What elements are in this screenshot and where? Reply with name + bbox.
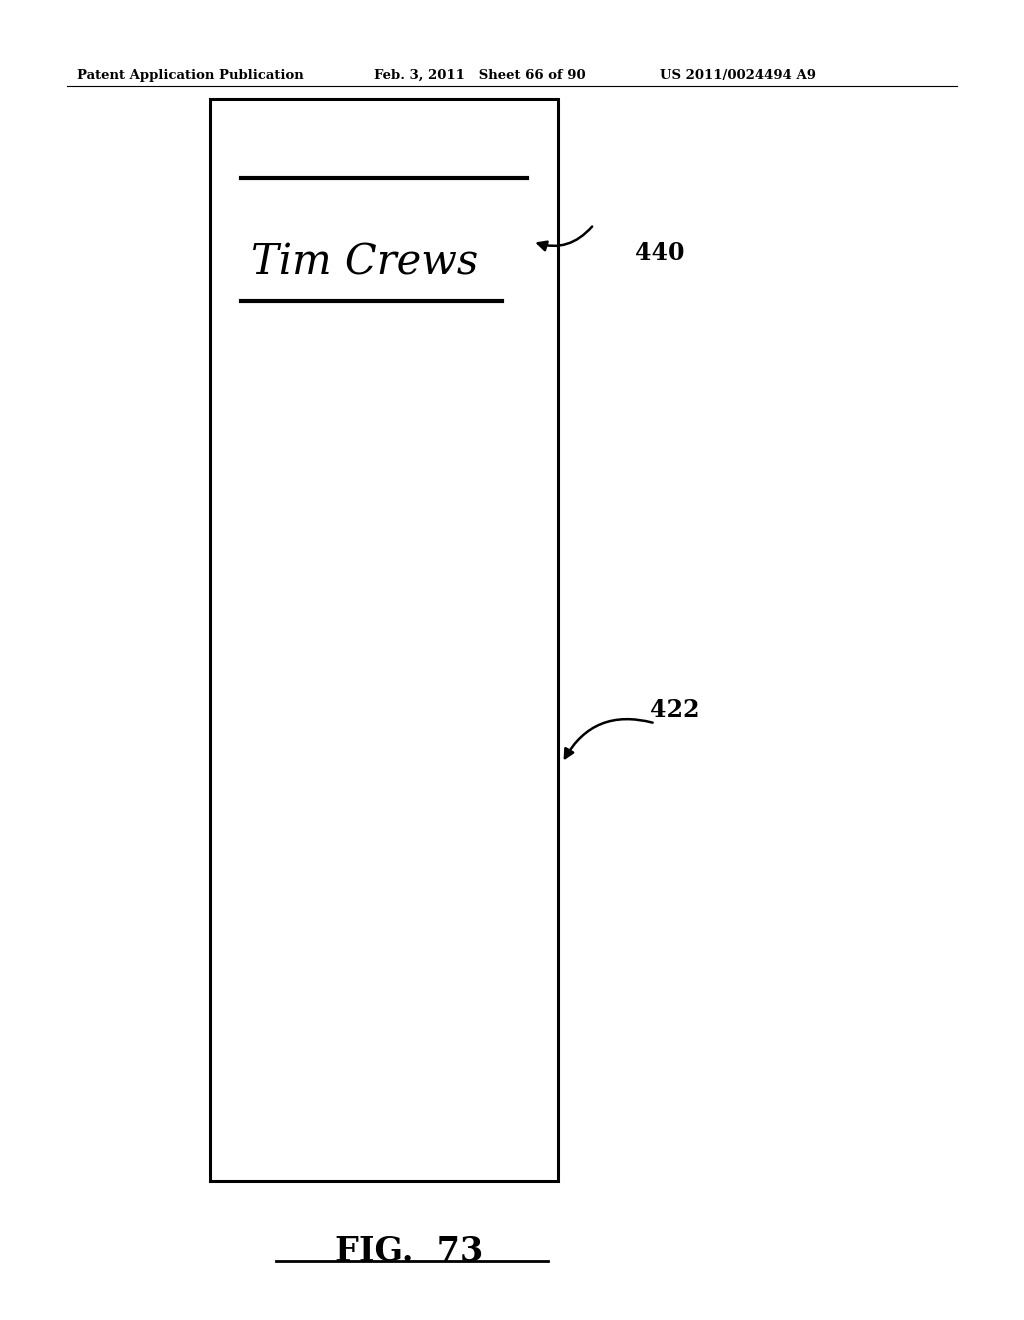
Text: Tim Crews: Tim Crews <box>251 242 478 284</box>
Text: 440: 440 <box>635 242 684 265</box>
Text: FIG.  73: FIG. 73 <box>336 1234 483 1267</box>
Text: Patent Application Publication: Patent Application Publication <box>77 69 303 82</box>
Bar <box>210 99 558 1181</box>
Text: US 2011/0024494 A9: US 2011/0024494 A9 <box>660 69 816 82</box>
Text: Feb. 3, 2011   Sheet 66 of 90: Feb. 3, 2011 Sheet 66 of 90 <box>374 69 586 82</box>
Text: 422: 422 <box>650 698 699 722</box>
